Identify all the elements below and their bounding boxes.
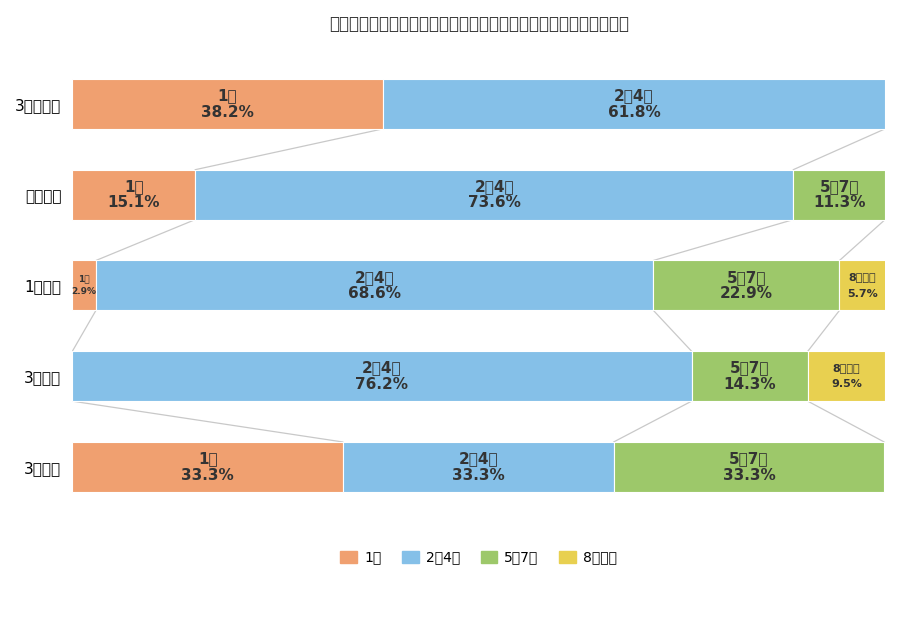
Text: 5～7社: 5～7社 [819, 179, 859, 194]
Bar [653, 261, 840, 311]
Bar [691, 351, 808, 401]
Legend: 1社, 2～4社, 5～7社, 8社以上: 1社, 2～4社, 5～7社, 8社以上 [335, 545, 623, 570]
Text: 73.6%: 73.6% [468, 196, 520, 211]
Text: 5～7社: 5～7社 [726, 270, 766, 285]
Text: 22.9%: 22.9% [720, 286, 773, 301]
Text: 5.7%: 5.7% [847, 289, 878, 299]
Title: マイホーム購入の検討期間とハウスメーカー、不動産会社の比較数: マイホーム購入の検討期間とハウスメーカー、不動産会社の比較数 [328, 15, 629, 33]
Text: 61.8%: 61.8% [608, 104, 661, 119]
Bar [382, 79, 885, 129]
Bar [72, 79, 382, 129]
Text: 1社: 1社 [198, 451, 218, 466]
Text: 68.6%: 68.6% [348, 286, 401, 301]
Text: 15.1%: 15.1% [107, 196, 160, 211]
Text: 2～4社: 2～4社 [614, 88, 653, 103]
Text: 8社以上: 8社以上 [849, 272, 877, 282]
Text: 11.3%: 11.3% [813, 196, 865, 211]
Text: 2～4社: 2～4社 [458, 451, 498, 466]
Text: 33.3%: 33.3% [452, 468, 505, 482]
Text: 8社以上: 8社以上 [832, 363, 860, 373]
Text: 76.2%: 76.2% [356, 377, 409, 392]
Text: 5～7社: 5～7社 [729, 451, 769, 466]
Bar [72, 170, 195, 219]
Bar [72, 351, 691, 401]
Bar [343, 442, 614, 492]
Bar [72, 261, 96, 311]
Text: 2.9%: 2.9% [72, 288, 96, 296]
Text: 9.5%: 9.5% [831, 379, 862, 389]
Text: 2～4社: 2～4社 [362, 361, 401, 376]
Text: 5～7社: 5～7社 [730, 361, 770, 376]
Bar [614, 442, 884, 492]
Bar [195, 170, 793, 219]
Text: 33.3%: 33.3% [723, 468, 775, 482]
Bar [808, 351, 885, 401]
Text: 33.3%: 33.3% [181, 468, 234, 482]
Bar [72, 442, 343, 492]
Bar [840, 261, 886, 311]
Text: 1社: 1社 [78, 274, 90, 284]
Text: 2～4社: 2～4社 [355, 270, 394, 285]
Text: 1社: 1社 [218, 88, 238, 103]
Bar [96, 261, 653, 311]
Text: 2～4社: 2～4社 [474, 179, 514, 194]
Bar [793, 170, 885, 219]
Text: 1社: 1社 [124, 179, 143, 194]
Text: 14.3%: 14.3% [724, 377, 776, 392]
Text: 38.2%: 38.2% [201, 104, 254, 119]
